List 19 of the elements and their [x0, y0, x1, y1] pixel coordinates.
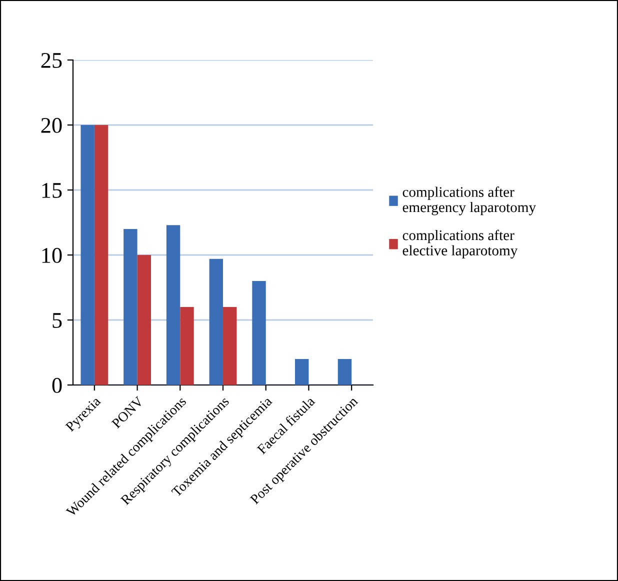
bar	[180, 307, 194, 385]
y-tick-label: 0	[52, 378, 62, 393]
bar	[223, 307, 237, 385]
bar	[209, 258, 223, 385]
bar	[252, 281, 266, 385]
bar	[166, 225, 180, 385]
y-tick-label: 20	[41, 118, 62, 133]
bar	[94, 125, 108, 385]
bar	[338, 359, 352, 385]
y-tick-label: 5	[52, 313, 62, 328]
y-tick-label: 10	[42, 248, 62, 263]
bar	[295, 359, 309, 385]
legend-label: complications after elective laparotomy	[402, 230, 518, 258]
bar	[80, 125, 94, 385]
y-tick-label: 25	[41, 52, 62, 68]
y-tick-label: 15	[42, 183, 62, 198]
legend-label: complications after emergency laparotomy	[402, 186, 536, 216]
bar	[124, 229, 138, 385]
bar	[137, 255, 151, 385]
